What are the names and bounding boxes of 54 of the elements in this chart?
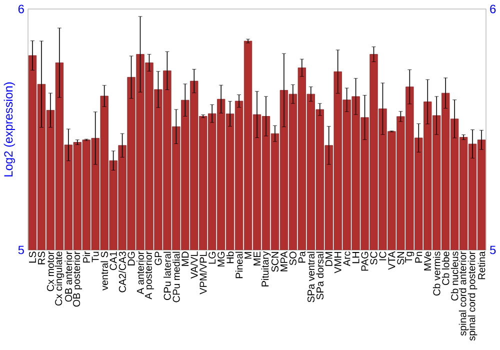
x-tick-label: SO [289,252,296,266]
x-tick-label: DM [325,252,332,266]
x-tick-label: spinal cord anterior [458,251,468,336]
x-tick-label: LS [28,252,36,263]
x-tick-label: Cx cingulate [54,252,64,306]
x-tick-label: SPa ventral [307,252,315,302]
x-tick-label: ventral S [100,252,108,290]
x-tick-label: Retina [478,251,486,280]
y-axis-title: Log2 (expression) [4,82,15,176]
x-tick-label: CPu medial [172,252,180,302]
x-tick-label: A posterior [144,251,154,300]
x-tick-label: DG [128,252,135,266]
x-tick-label: spinal cord posterior [468,251,478,341]
x-tick-label: Cb lobe [442,252,450,286]
x-tick-label: Arc [343,251,350,266]
x-tick-label: RS [38,252,45,264]
x-tick-label: OB posterior [72,251,82,307]
x-tick-label: GP [154,252,162,266]
x-tick-label: CA2/CA3 [118,252,126,292]
x-tick-label: Pn [415,252,422,263]
x-tick-label: VA/VL [190,252,198,279]
x-tick-label: SPa dorsal [316,252,324,300]
x-tick-label: Hb [226,252,234,264]
x-tick-label: Cb nucleus [450,252,458,301]
x-tick-label: SCN [271,252,278,272]
x-tick-label: IC [379,252,386,260]
x-tick-label: Pituitary [261,251,271,286]
x-tick-label: PAG [361,252,368,271]
x-tick-label: Pir [82,251,90,263]
x-tick-label: SN [397,252,404,265]
x-tick-label: VPM/VPL [199,252,207,294]
x-tick-label: Cx motor [46,251,54,292]
x-tick-label: MG [218,252,225,266]
x-tick-label: MD [182,252,189,266]
x-tick-label: VMH [334,252,342,274]
x-tick-label: SC [370,252,378,265]
x-tick-label: LG [208,252,216,264]
x-tick-label: ME [254,252,260,266]
x-tick-label: Cb vermis [432,252,440,296]
x-tick-label: Tg [405,252,414,263]
x-tick-label: LH [352,252,360,264]
x-tick-label: CPu lateral [164,252,171,300]
x-tick-label: VTA [388,251,396,270]
x-tick-label: A anterior [136,251,144,294]
x-tick-label: Tu [92,252,99,262]
x-tick-label: Pineal [235,252,243,278]
x-tick-label: Pa [298,251,306,263]
x-tick-label: CA1 [110,252,117,270]
x-tick-label: MPA [280,251,288,272]
x-tick-label: M [244,252,252,259]
x-tick-label: OB anterior [64,251,72,302]
y2-tick-label: 6 [490,4,496,14]
x-tick-label: MVe [424,252,432,270]
y2-tick-label: 5 [490,246,496,254]
